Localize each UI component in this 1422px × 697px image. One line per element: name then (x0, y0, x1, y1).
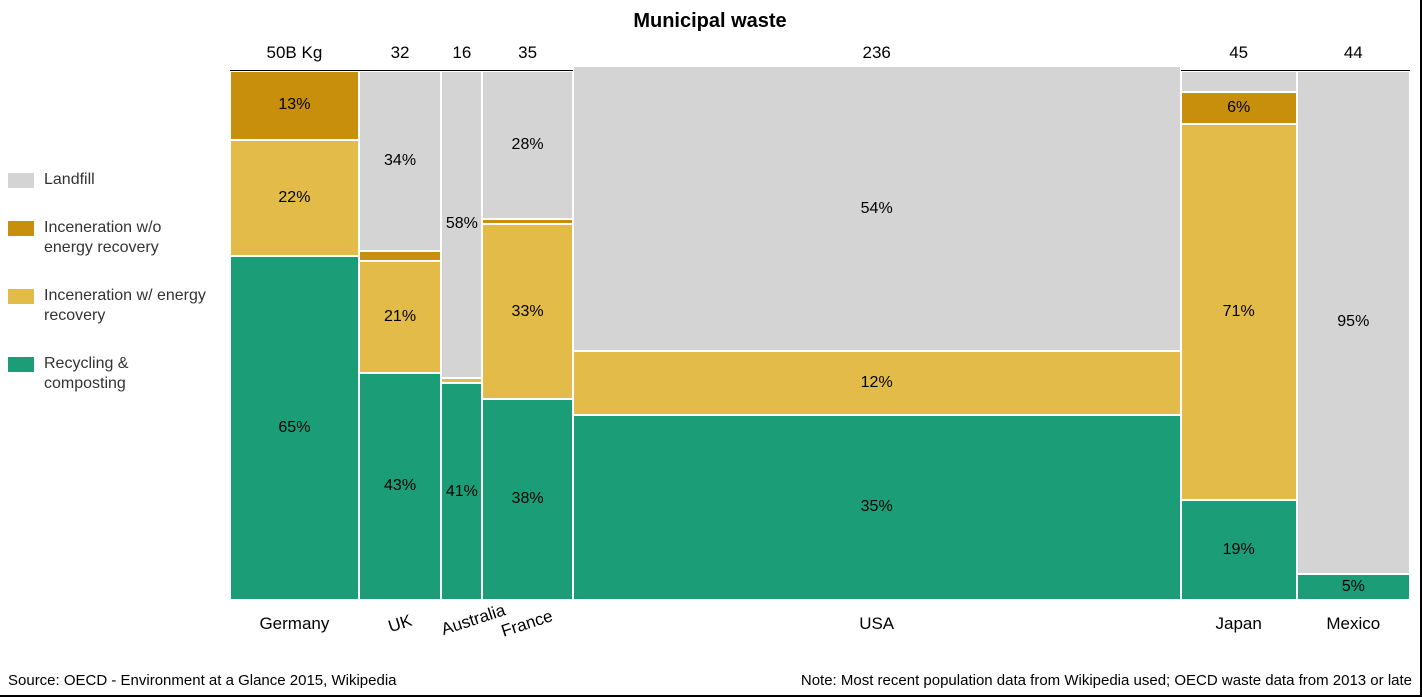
footer: Source: OECD - Environment at a Glance 2… (8, 672, 1412, 689)
country-column: 45Japan19%71%6% (1181, 71, 1297, 600)
top-value-label: 32 (359, 43, 441, 63)
legend-item: Recycling & composting (8, 354, 208, 394)
segment-landfill: 28% (482, 71, 572, 219)
segment-value-label: 34% (384, 152, 416, 170)
legend: Landfill Inceneration w/o energy recovery… (8, 170, 208, 422)
top-value-label: 236 (573, 43, 1181, 63)
segment-incin_recovery: 22% (230, 140, 359, 256)
segment-value-label: 12% (861, 374, 893, 392)
segment-recycling: 65% (230, 256, 359, 600)
country-column: 50B KgGermany65%22%13% (230, 71, 359, 600)
legend-item: Inceneration w/ energy recovery (8, 286, 208, 326)
segment-landfill (1181, 71, 1297, 92)
legend-label: Recycling & composting (44, 354, 208, 394)
country-name-label: Australia (439, 608, 484, 640)
segment-incin_recovery: 12% (573, 351, 1181, 414)
top-value-label: 45 (1181, 43, 1297, 63)
legend-swatch (8, 357, 34, 372)
segment-value-label: 19% (1223, 541, 1255, 559)
chart-title: Municipal waste (0, 10, 1420, 33)
segment-value-label: 22% (278, 189, 310, 207)
legend-swatch (8, 221, 34, 236)
country-column: 35France38%33%28% (482, 71, 572, 600)
segment-value-label: 28% (512, 136, 544, 154)
segment-landfill: 34% (359, 71, 441, 251)
legend-item: Inceneration w/o energy recovery (8, 218, 208, 258)
source-text: Source: OECD - Environment at a Glance 2… (8, 672, 397, 689)
segment-recycling: 43% (359, 373, 441, 600)
country-column: 44Mexico5%95% (1297, 71, 1410, 600)
country-name-label: Germany (230, 614, 359, 634)
segment-value-label: 95% (1337, 313, 1369, 331)
segment-recycling: 35% (573, 415, 1181, 600)
top-value-label: 44 (1297, 43, 1410, 63)
segment-incin_no_recovery (359, 251, 441, 262)
segment-value-label: 54% (861, 200, 893, 218)
segment-recycling: 38% (482, 399, 572, 600)
segment-incin_recovery (441, 378, 482, 383)
legend-label: Inceneration w/ energy recovery (44, 286, 208, 326)
segment-landfill: 58% (441, 71, 482, 378)
segment-value-label: 21% (384, 308, 416, 326)
segment-value-label: 13% (278, 96, 310, 114)
segment-incin_no_recovery: 6% (1181, 92, 1297, 124)
segment-incin_no_recovery: 13% (230, 71, 359, 140)
legend-label: Inceneration w/o energy recovery (44, 218, 208, 258)
top-value-label: 16 (441, 43, 482, 63)
segment-recycling: 41% (441, 383, 482, 600)
segment-incin_no_recovery (482, 219, 572, 224)
top-value-label: 35 (482, 43, 572, 63)
segment-value-label: 5% (1342, 578, 1365, 596)
segment-value-label: 38% (512, 490, 544, 508)
segment-value-label: 58% (446, 215, 478, 233)
legend-swatch (8, 289, 34, 304)
segment-value-label: 65% (278, 419, 310, 437)
country-name-label: UK (358, 602, 443, 646)
top-value-label: 50B Kg (230, 43, 359, 63)
segment-incin_recovery: 33% (482, 224, 572, 399)
country-column: 32UK43%21%34% (359, 71, 441, 600)
segment-incin_recovery: 21% (359, 261, 441, 372)
country-name-label: USA (573, 614, 1181, 634)
legend-label: Landfill (44, 170, 95, 190)
segment-recycling: 5% (1297, 574, 1410, 600)
legend-swatch (8, 173, 34, 188)
marimekko-chart: 50B KgGermany65%22%13%32UK43%21%34%16Aus… (230, 70, 1410, 600)
segment-value-label: 43% (384, 477, 416, 495)
segment-incin_recovery: 71% (1181, 124, 1297, 500)
segment-value-label: 35% (861, 498, 893, 516)
country-name-label: Japan (1181, 614, 1297, 634)
country-column: 16Australia41%58% (441, 71, 482, 600)
segment-value-label: 33% (512, 303, 544, 321)
country-name-label: Mexico (1297, 614, 1410, 634)
segment-landfill: 95% (1297, 71, 1410, 574)
segment-value-label: 41% (446, 483, 478, 501)
country-column: 236USA35%12%54% (573, 71, 1181, 600)
legend-item: Landfill (8, 170, 208, 190)
segment-landfill: 54% (573, 66, 1181, 352)
segment-value-label: 6% (1227, 99, 1250, 117)
note-text: Note: Most recent population data from W… (801, 672, 1412, 689)
segment-value-label: 71% (1223, 303, 1255, 321)
segment-recycling: 19% (1181, 500, 1297, 601)
